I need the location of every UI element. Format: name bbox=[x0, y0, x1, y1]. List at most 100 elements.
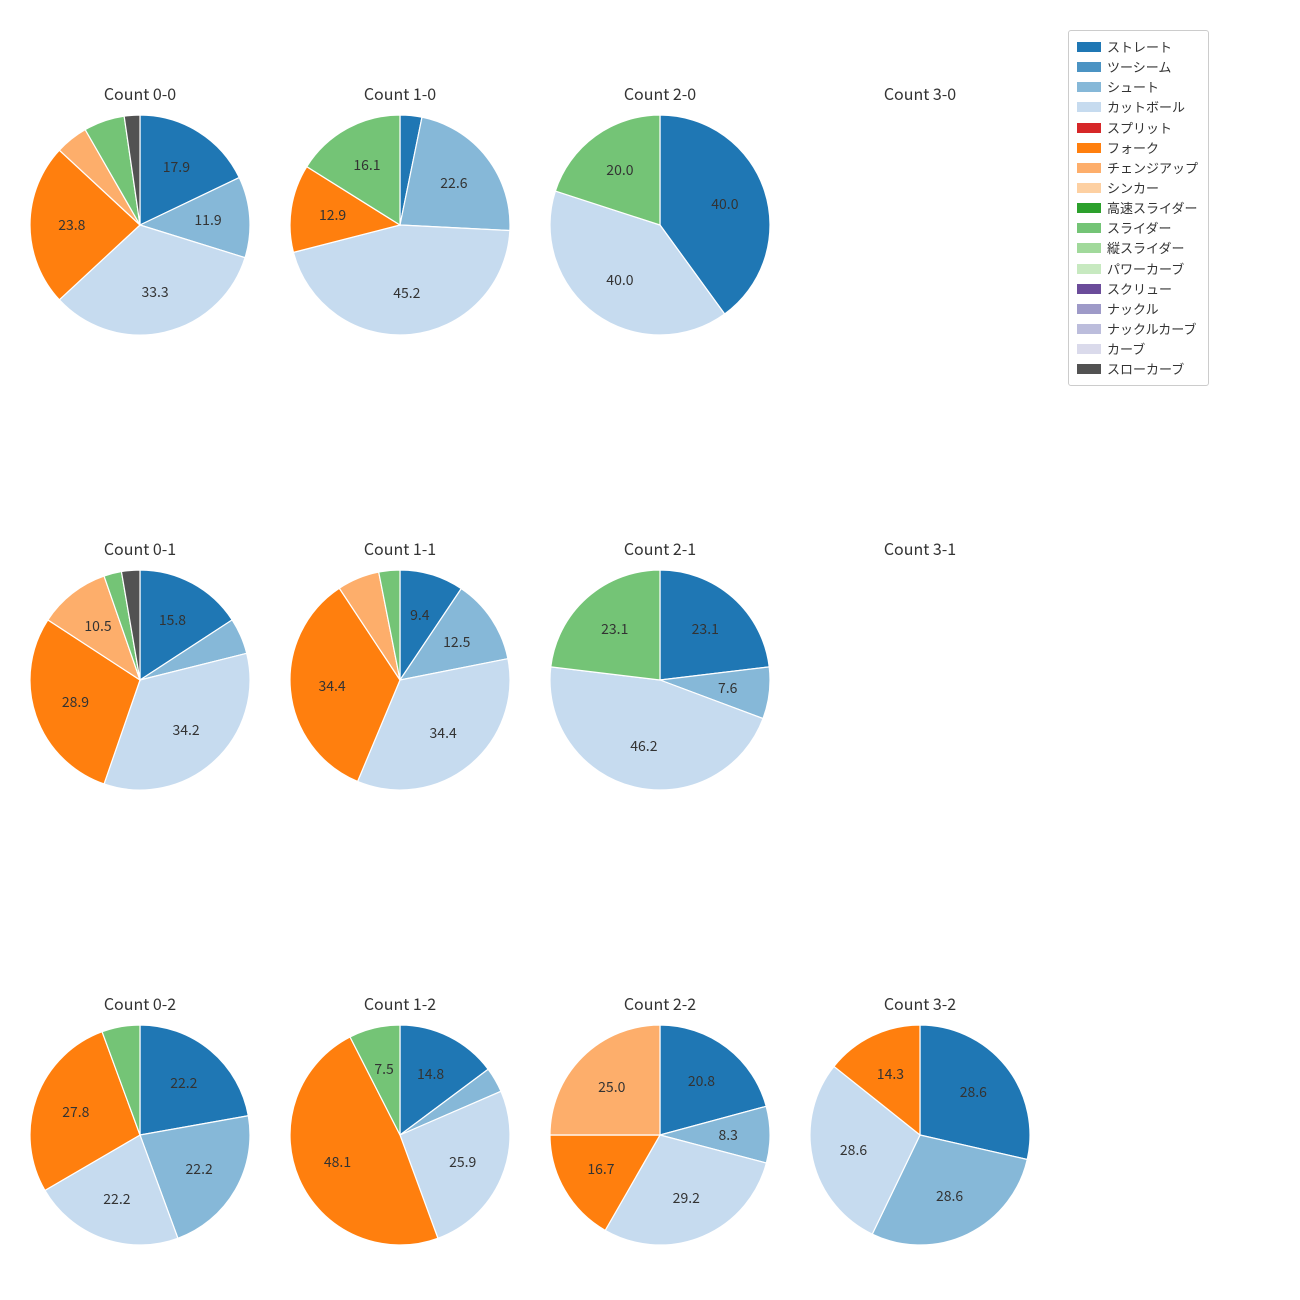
legend-swatch bbox=[1077, 223, 1101, 233]
slice-pct-label: 20.8 bbox=[688, 1071, 715, 1091]
slice-pct-label: 12.9 bbox=[319, 205, 346, 225]
slice-pct-label: 34.4 bbox=[430, 723, 457, 743]
slice-pct-label: 22.2 bbox=[186, 1159, 213, 1179]
panel-title: Count 1-0 bbox=[290, 81, 510, 105]
pie-label-layer: 14.825.948.17.5 bbox=[290, 1025, 510, 1245]
legend-item: スライダー bbox=[1077, 218, 1198, 238]
slice-pct-label: 48.1 bbox=[324, 1152, 351, 1172]
legend-swatch bbox=[1077, 364, 1101, 374]
legend-swatch bbox=[1077, 62, 1101, 72]
legend-label: 縦スライダー bbox=[1107, 238, 1184, 258]
legend-swatch bbox=[1077, 324, 1101, 334]
panel-c31: Count 3-1 bbox=[810, 570, 1030, 790]
slice-pct-label: 10.5 bbox=[84, 616, 111, 636]
panel-c01: Count 0-115.834.228.910.5 bbox=[30, 570, 250, 790]
slice-pct-label: 14.3 bbox=[877, 1064, 904, 1084]
legend-label: スライダー bbox=[1107, 218, 1171, 238]
slice-pct-label: 33.3 bbox=[141, 282, 168, 302]
legend-label: パワーカーブ bbox=[1107, 259, 1184, 279]
pie-label-layer: 17.911.933.323.8 bbox=[30, 115, 250, 335]
panel-c30: Count 3-0 bbox=[810, 115, 1030, 335]
legend-item: ナックル bbox=[1077, 299, 1198, 319]
slice-pct-label: 28.6 bbox=[960, 1082, 987, 1102]
legend-label: シュート bbox=[1107, 77, 1159, 97]
legend-item: スローカーブ bbox=[1077, 359, 1198, 379]
slice-pct-label: 34.2 bbox=[172, 720, 199, 740]
slice-pct-label: 23.1 bbox=[601, 619, 628, 639]
slice-pct-label: 28.9 bbox=[62, 692, 89, 712]
slice-pct-label: 9.4 bbox=[410, 605, 429, 625]
panel-title: Count 1-2 bbox=[290, 991, 510, 1015]
legend-item: シンカー bbox=[1077, 178, 1198, 198]
legend-item: スプリット bbox=[1077, 118, 1198, 138]
slice-pct-label: 16.1 bbox=[353, 155, 380, 175]
slice-pct-label: 28.6 bbox=[840, 1140, 867, 1160]
legend-swatch bbox=[1077, 264, 1101, 274]
slice-pct-label: 28.6 bbox=[936, 1186, 963, 1206]
legend-label: スローカーブ bbox=[1107, 359, 1184, 379]
legend-label: カットボール bbox=[1107, 97, 1185, 117]
slice-pct-label: 34.4 bbox=[318, 676, 345, 696]
legend-label: ストレート bbox=[1107, 37, 1172, 57]
legend-label: ツーシーム bbox=[1107, 57, 1171, 77]
legend-swatch bbox=[1077, 183, 1101, 193]
legend-label: ナックルカーブ bbox=[1107, 319, 1196, 339]
legend-swatch bbox=[1077, 203, 1101, 213]
panel-title: Count 3-0 bbox=[810, 81, 1030, 105]
slice-pct-label: 45.2 bbox=[393, 283, 420, 303]
panel-title: Count 2-2 bbox=[550, 991, 770, 1015]
slice-pct-label: 15.8 bbox=[159, 610, 186, 630]
panel-c00: Count 0-017.911.933.323.8 bbox=[30, 115, 250, 335]
legend-label: カーブ bbox=[1107, 339, 1145, 359]
legend-swatch bbox=[1077, 163, 1101, 173]
pie-label-layer: 22.2 22.2 22.2 27.8 bbox=[30, 1025, 250, 1245]
slice-pct-label: 22.2 bbox=[103, 1189, 130, 1209]
pie-label-layer: 15.8 34.2 28.9 10.5 bbox=[30, 570, 250, 790]
panel-title: Count 3-2 bbox=[810, 991, 1030, 1015]
slice-pct-label: 27.8 bbox=[62, 1102, 89, 1122]
legend-label: チェンジアップ bbox=[1107, 158, 1198, 178]
legend-label: フォーク bbox=[1107, 138, 1159, 158]
legend-item: スクリュー bbox=[1077, 279, 1198, 299]
legend-item: ナックルカーブ bbox=[1077, 319, 1198, 339]
panel-c32: Count 3-228.628.628.614.3 bbox=[810, 1025, 1030, 1245]
legend-swatch bbox=[1077, 284, 1101, 294]
slice-pct-label: 11.9 bbox=[194, 210, 221, 230]
slice-pct-label: 14.8 bbox=[417, 1064, 444, 1084]
slice-pct-label: 23.8 bbox=[58, 215, 85, 235]
legend-swatch bbox=[1077, 304, 1101, 314]
panel-c02: Count 0-222.222.222.227.8 bbox=[30, 1025, 250, 1245]
legend-label: スプリット bbox=[1107, 118, 1172, 138]
legend-item: シュート bbox=[1077, 77, 1198, 97]
chart-stage: Count 0-017.911.933.323.8Count 1-022.645… bbox=[0, 0, 1300, 1300]
slice-pct-label: 25.0 bbox=[598, 1077, 625, 1097]
pie-label-layer: 28.6 28.6 28.6 14.3 bbox=[810, 1025, 1030, 1245]
slice-pct-label: 7.5 bbox=[374, 1059, 393, 1079]
pie-label-layer: 40.040.020.0 bbox=[550, 115, 770, 335]
legend-label: シンカー bbox=[1107, 178, 1159, 198]
slice-pct-label: 22.6 bbox=[440, 173, 467, 193]
legend-swatch bbox=[1077, 344, 1101, 354]
panel-title: Count 1-1 bbox=[290, 536, 510, 560]
legend-item: チェンジアップ bbox=[1077, 158, 1198, 178]
pie-label-layer: 22.6 45.2 12.9 16.1 bbox=[290, 115, 510, 335]
legend-item: ツーシーム bbox=[1077, 57, 1198, 77]
panel-c20: Count 2-040.040.020.0 bbox=[550, 115, 770, 335]
slice-pct-label: 40.0 bbox=[711, 194, 738, 214]
slice-pct-label: 8.3 bbox=[718, 1125, 737, 1145]
legend-swatch bbox=[1077, 42, 1101, 52]
panel-title: Count 0-2 bbox=[30, 991, 250, 1015]
legend-label: スクリュー bbox=[1107, 279, 1172, 299]
legend-item: パワーカーブ bbox=[1077, 259, 1198, 279]
slice-pct-label: 22.2 bbox=[170, 1073, 197, 1093]
legend-item: 高速スライダー bbox=[1077, 198, 1198, 218]
panel-c12: Count 1-214.825.948.17.5 bbox=[290, 1025, 510, 1245]
panel-title: Count 0-0 bbox=[30, 81, 250, 105]
legend-swatch bbox=[1077, 102, 1101, 112]
panel-c11: Count 1-19.412.534.434.4 bbox=[290, 570, 510, 790]
slice-pct-label: 40.0 bbox=[606, 270, 633, 290]
legend-swatch bbox=[1077, 82, 1101, 92]
slice-pct-label: 16.7 bbox=[587, 1159, 614, 1179]
legend-swatch bbox=[1077, 243, 1101, 253]
legend-item: ストレート bbox=[1077, 37, 1198, 57]
